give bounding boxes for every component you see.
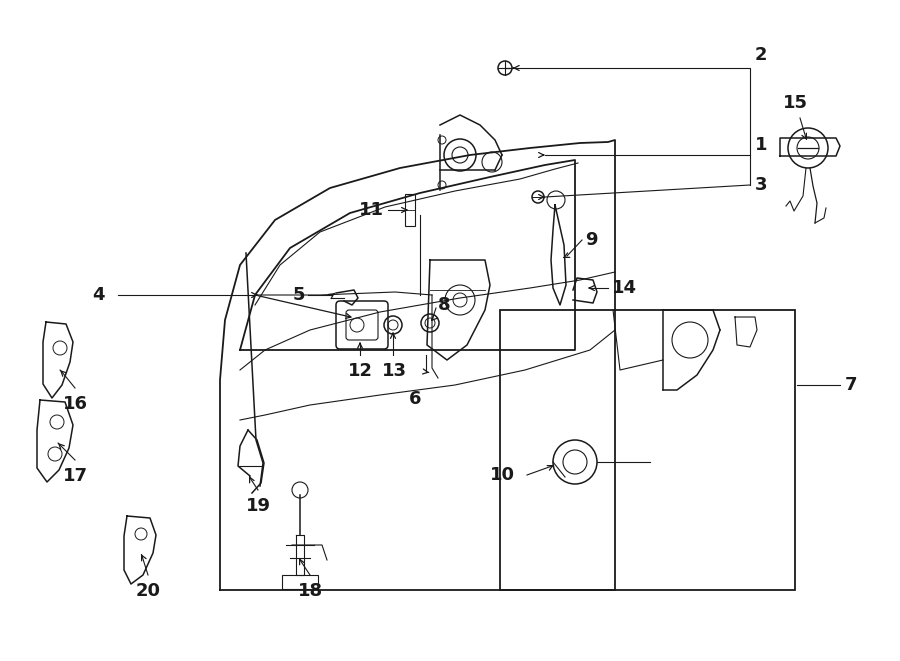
Text: 15: 15 (782, 94, 807, 112)
Text: 17: 17 (62, 467, 87, 485)
Text: 5: 5 (292, 286, 305, 304)
Text: 14: 14 (612, 279, 637, 297)
Text: 20: 20 (136, 582, 160, 600)
Text: 8: 8 (438, 296, 451, 314)
Text: 11: 11 (359, 201, 384, 219)
Text: 12: 12 (348, 362, 373, 380)
Text: 7: 7 (845, 376, 858, 394)
Text: 2: 2 (755, 46, 768, 64)
Bar (282, 575, 318, 589)
Text: 3: 3 (755, 176, 768, 194)
Bar (405, 194, 415, 226)
Bar (500, 310, 795, 590)
Text: 6: 6 (409, 390, 421, 408)
Text: 9: 9 (585, 231, 598, 249)
Text: 16: 16 (62, 395, 87, 413)
Text: 19: 19 (246, 497, 271, 515)
Text: 13: 13 (382, 362, 407, 380)
Text: 18: 18 (297, 582, 322, 600)
Text: 10: 10 (490, 466, 515, 484)
Text: 1: 1 (755, 136, 768, 154)
Text: 4: 4 (93, 286, 105, 304)
